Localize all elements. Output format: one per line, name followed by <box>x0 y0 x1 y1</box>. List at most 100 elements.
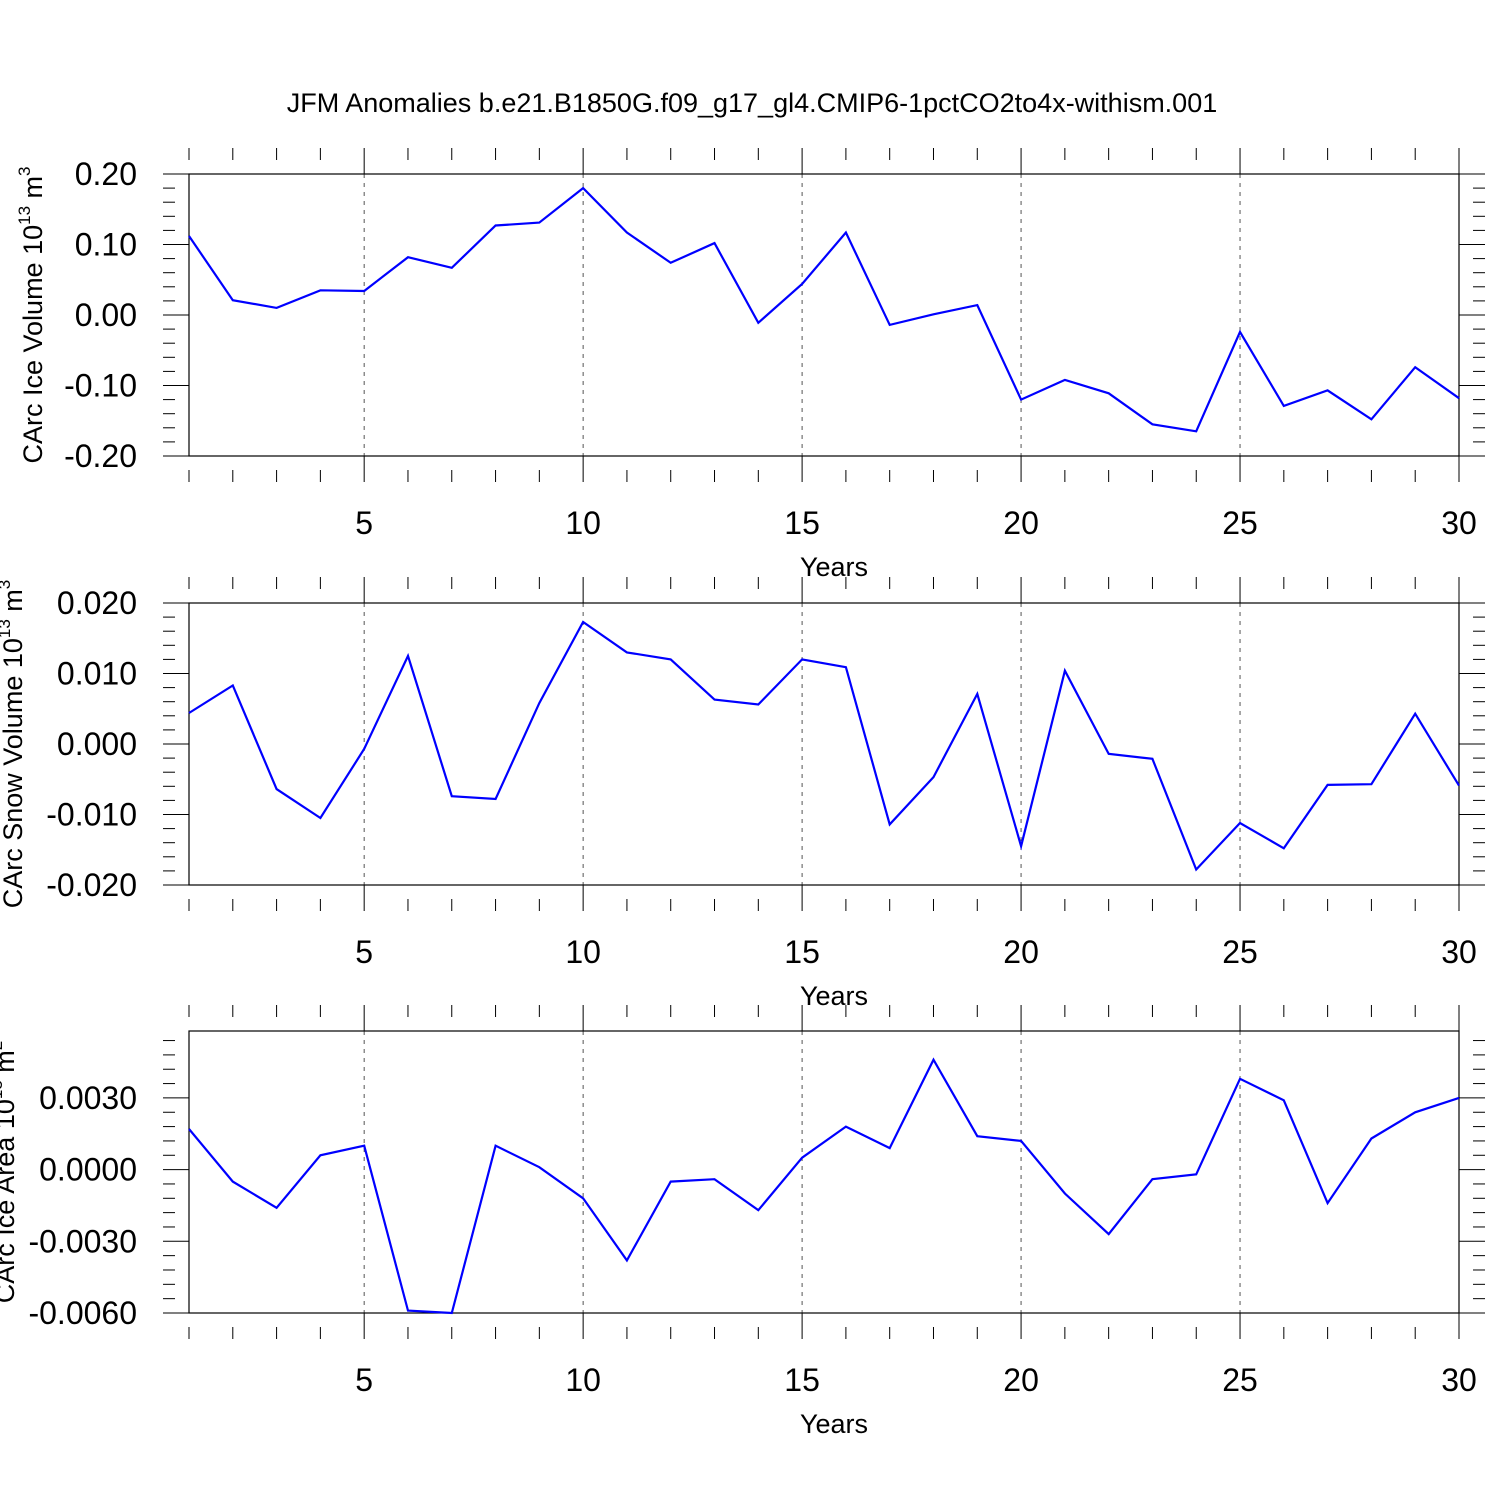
data-point <box>1063 669 1067 673</box>
data-point <box>450 266 454 270</box>
x-tick-label: 30 <box>1441 1362 1477 1398</box>
data-point <box>756 1208 760 1212</box>
y-tick-label: 0.0030 <box>39 1080 137 1116</box>
y-axis-label: CArc Ice Area 1013 m2 <box>0 1041 20 1304</box>
plot-frame <box>188 602 1460 886</box>
data-point <box>1238 330 1242 334</box>
data-point <box>1369 1137 1373 1141</box>
data-point <box>713 698 717 702</box>
data-point <box>318 288 322 292</box>
data-point <box>537 221 541 225</box>
x-tick-label: 20 <box>1003 1362 1039 1398</box>
y-axis-label: CArc Ice Volume 1013 m3 <box>15 166 48 463</box>
panels: -0.20 -0.10 0.00 0.10 0.20 5 10 15 20 25 30 Years CA… <box>0 148 1485 1439</box>
data-point <box>1282 1098 1286 1102</box>
data-point <box>494 1144 498 1148</box>
panel-2: -0.020 -0.010 0.000 0.010 0.020 5 10 15 20 25 30 Ye… <box>0 577 1485 1011</box>
data-point <box>1326 783 1330 787</box>
data-point <box>844 665 848 669</box>
data-point <box>800 657 804 661</box>
data-point <box>1282 846 1286 850</box>
data-point <box>406 654 410 658</box>
data-point <box>581 1196 585 1200</box>
x-tick-label: 10 <box>565 1362 601 1398</box>
panel-1: -0.20 -0.10 0.00 0.10 0.20 5 10 15 20 25 30 Years CA… <box>15 148 1485 582</box>
data-point <box>800 1156 804 1160</box>
panel-3: -0.0060 -0.0030 0.0000 0.0030 5 10 15 20 25 30 Yea… <box>0 1005 1485 1439</box>
y-tick-label: -0.0030 <box>28 1223 137 1259</box>
data-point <box>800 282 804 286</box>
data-point <box>318 816 322 820</box>
y-tick-label: -0.20 <box>64 438 137 474</box>
data-point <box>1019 1139 1023 1143</box>
x-tick-label: 10 <box>565 505 601 541</box>
x-tick-label: 5 <box>355 505 373 541</box>
data-point <box>625 1258 629 1262</box>
x-tick-label: 25 <box>1222 934 1258 970</box>
data-point <box>1457 1096 1461 1100</box>
data-point <box>1369 417 1373 421</box>
data-point <box>713 241 717 245</box>
data-point <box>275 306 279 310</box>
data-point <box>1413 365 1417 369</box>
data-point <box>1063 378 1067 382</box>
data-point <box>187 1127 191 1131</box>
data-point <box>362 1144 366 1148</box>
data-point <box>1413 712 1417 716</box>
x-tick-label: 20 <box>1003 505 1039 541</box>
data-point <box>450 794 454 798</box>
data-point <box>888 323 892 327</box>
data-point <box>1413 1110 1417 1114</box>
data-point <box>537 1165 541 1169</box>
data-point <box>1019 398 1023 402</box>
y-axis-label: CArc Snow Volume 1013 m3 <box>0 580 28 909</box>
data-point <box>1107 752 1111 756</box>
x-tick-label: 15 <box>784 934 820 970</box>
plot-frame <box>188 173 1460 457</box>
figure-title: JFM Anomalies b.e21.B1850G.f09_g17_gl4.C… <box>287 88 1218 118</box>
data-point <box>625 650 629 654</box>
data-point <box>494 223 498 227</box>
x-tick-label: 25 <box>1222 1362 1258 1398</box>
data-point <box>1107 391 1111 395</box>
y-tick-label: 0.010 <box>57 656 137 692</box>
x-tick-label: 20 <box>1003 934 1039 970</box>
plot-frame <box>188 1030 1460 1314</box>
data-point <box>231 683 235 687</box>
y-tick-label: -0.010 <box>46 797 137 833</box>
x-tick-label: 15 <box>784 505 820 541</box>
data-point <box>1063 1192 1067 1196</box>
x-tick-label: 5 <box>355 1362 373 1398</box>
data-point <box>581 186 585 190</box>
data-point <box>494 797 498 801</box>
data-point <box>888 822 892 826</box>
data-point <box>187 234 191 238</box>
data-point <box>975 1134 979 1138</box>
data-point <box>537 701 541 705</box>
data-point <box>1019 844 1023 848</box>
y-tick-label: -0.10 <box>64 368 137 404</box>
data-point <box>362 747 366 751</box>
x-axis-label: Years <box>800 981 868 1011</box>
x-tick-label: 15 <box>784 1362 820 1398</box>
data-point <box>1107 1232 1111 1236</box>
data-point <box>975 303 979 307</box>
series-line <box>188 186 1460 433</box>
data-point <box>1238 821 1242 825</box>
data-point <box>888 1146 892 1150</box>
data-point <box>1194 1172 1198 1176</box>
data-point <box>931 312 935 316</box>
y-tick-label: 0.020 <box>57 585 137 621</box>
y-tick-label: -0.020 <box>46 867 137 903</box>
x-tick-label: 5 <box>355 934 373 970</box>
data-point <box>756 703 760 707</box>
x-tick-label: 10 <box>565 934 601 970</box>
data-point <box>406 255 410 259</box>
data-point <box>187 711 191 715</box>
series-line <box>188 1057 1460 1315</box>
data-point <box>1194 429 1198 433</box>
data-point <box>756 321 760 325</box>
y-tick-label: -0.0060 <box>28 1295 137 1331</box>
data-point <box>1326 388 1330 392</box>
x-tick-label: 25 <box>1222 505 1258 541</box>
